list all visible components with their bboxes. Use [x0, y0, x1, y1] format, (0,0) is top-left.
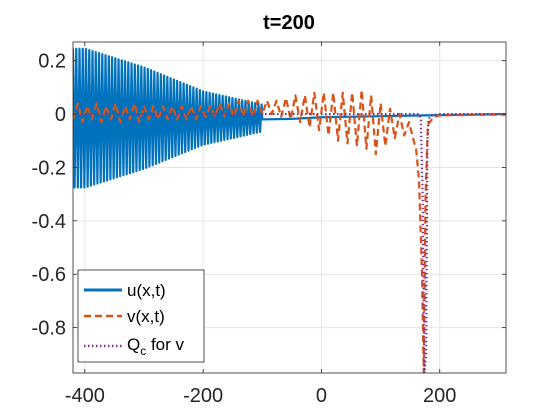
legend: u(x,t) v(x,t) Qc for v [77, 269, 205, 363]
y-tick-labels: 0.2 0 -0.2 -0.4 -0.6 -0.8 [32, 51, 66, 340]
x-tick-label: -200 [183, 385, 223, 407]
legend-label-v: v(x,t) [127, 307, 165, 326]
legend-label-qc-main: Q [127, 335, 140, 354]
plot-frame [72, 41, 507, 374]
ticks [73, 42, 506, 373]
x-tick-labels: -400 -200 0 200 [65, 385, 457, 407]
legend-label-u: u(x,t) [127, 281, 166, 300]
legend-label-qc-sub: c [140, 344, 146, 358]
series-layer [73, 47, 506, 373]
y-tick-label: -0.4 [32, 211, 66, 233]
x-tick-label: 0 [316, 385, 327, 407]
chart-title: t=200 [263, 12, 315, 34]
y-tick-label: -0.8 [32, 318, 66, 340]
y-tick-label: 0 [55, 104, 66, 126]
x-tick-label: 200 [423, 385, 456, 407]
legend-label-qc: Qc for v [127, 335, 185, 358]
series-line-0 [73, 47, 506, 189]
y-tick-label: -0.2 [32, 157, 66, 179]
legend-label-qc-suffix: for v [146, 335, 184, 354]
x-tick-label: -400 [65, 385, 105, 407]
y-tick-label: 0.2 [38, 51, 66, 73]
series-line-2 [73, 112, 506, 373]
y-tick-label: -0.6 [32, 264, 66, 286]
